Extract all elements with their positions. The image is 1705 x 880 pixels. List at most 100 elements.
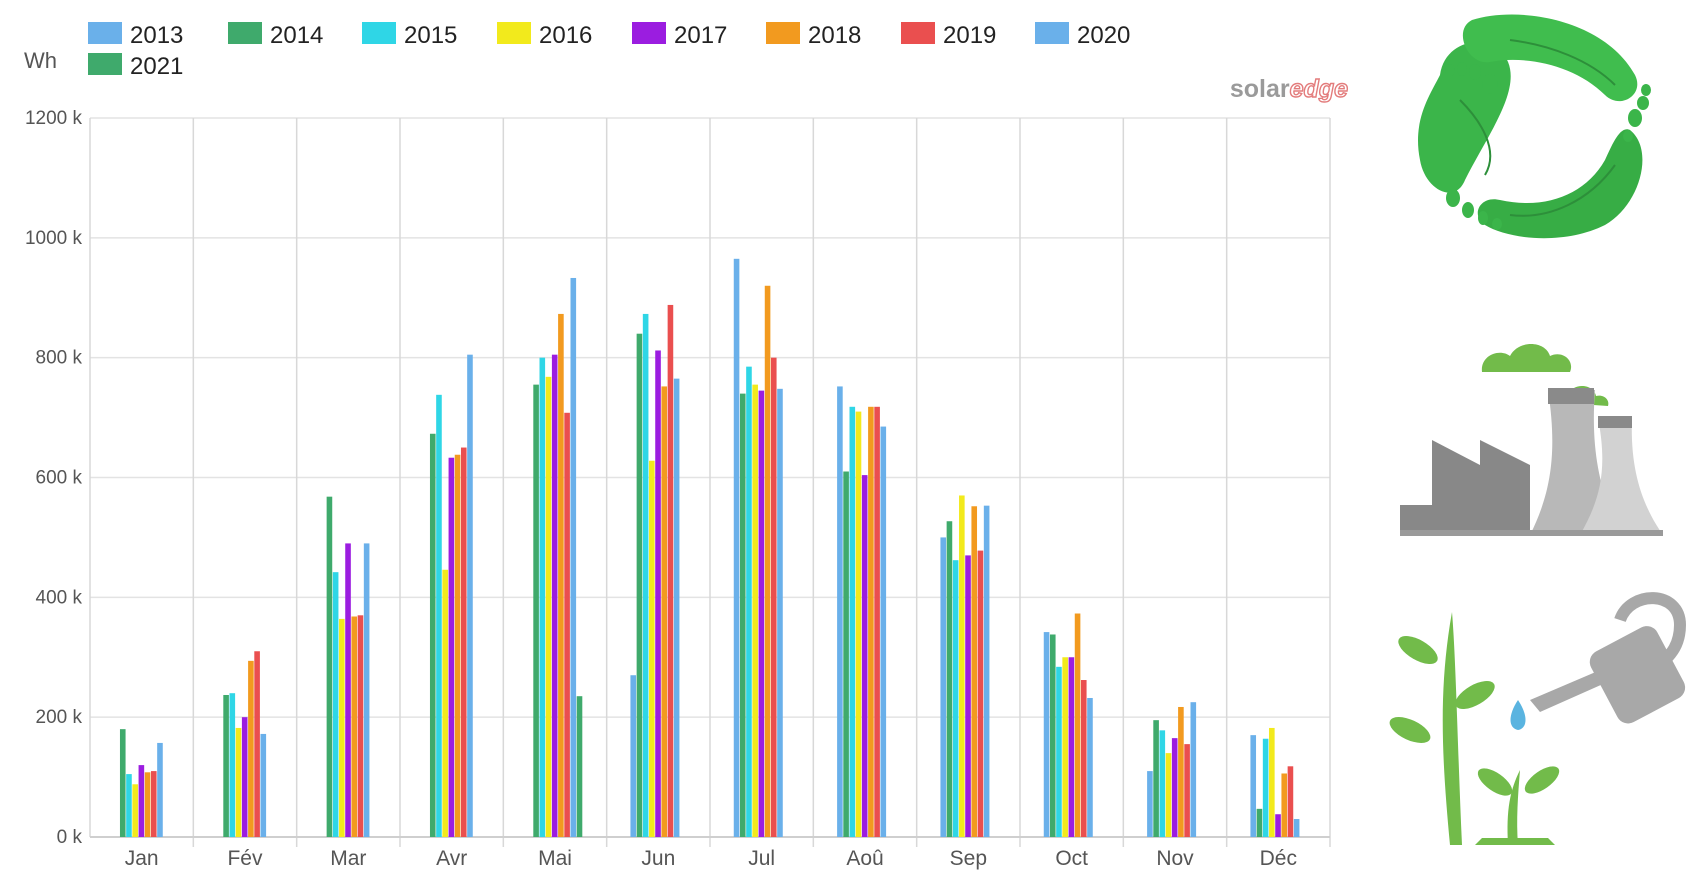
bar-2016-jul — [752, 384, 758, 837]
bar-2013-oct — [1043, 632, 1050, 837]
bar-2019-jul — [770, 357, 777, 837]
x-tick-label: Aoû — [846, 847, 883, 870]
bar-2015-jun — [642, 313, 649, 837]
logo-part-edge: edge — [1290, 75, 1348, 103]
legend-swatch-2013 — [88, 22, 122, 44]
bar-2018-oct — [1074, 613, 1081, 837]
x-tick-label: Sep — [950, 847, 987, 870]
bar-2020-oct — [1087, 697, 1093, 837]
x-tick-label: Jul — [748, 847, 775, 870]
bar-2016-sep — [959, 495, 965, 837]
legend-swatch-2018 — [766, 22, 800, 44]
bar-2014-jan — [119, 729, 126, 837]
legend-label-2015: 2015 — [404, 22, 457, 49]
bar-2020-sep — [983, 505, 990, 837]
factory-emissions-icon — [1400, 344, 1663, 536]
x-tick-label: Avr — [436, 847, 467, 870]
bar-2019-jun — [667, 304, 674, 837]
bar-2017-déc — [1275, 814, 1281, 837]
bar-2016-avr — [442, 569, 448, 837]
bar-2014-jul — [739, 393, 746, 837]
legend-label-2019: 2019 — [943, 22, 996, 49]
bar-2013-aoû — [837, 386, 843, 837]
grid-layer — [89, 117, 1331, 847]
bar-2019-oct — [1080, 680, 1087, 837]
bar-2014-oct — [1049, 634, 1056, 837]
x-tick-label: Nov — [1156, 847, 1194, 870]
plant-watering-can-icon — [1389, 592, 1687, 845]
bar-2013-jul — [733, 258, 740, 837]
y-tick-label: 600 k — [36, 468, 83, 489]
x-tick-label: Oct — [1055, 847, 1088, 870]
legend-swatch-2021 — [88, 53, 122, 75]
legend-swatch-2017 — [632, 22, 666, 44]
bar-2015-jul — [746, 366, 752, 837]
bar-2017-mar — [345, 543, 351, 837]
bar-2015-mai — [539, 357, 546, 837]
x-tick-label: Mai — [538, 847, 572, 870]
y-tick-label: 400 k — [36, 587, 83, 608]
legend-label-2017: 2017 — [674, 22, 727, 49]
bar-2017-oct — [1068, 657, 1075, 837]
bar-2018-jan — [144, 772, 151, 837]
bar-2020-jun — [673, 378, 680, 837]
bar-2019-avr — [460, 447, 467, 837]
bar-2019-fév — [254, 651, 260, 837]
y-tick-label: 800 k — [36, 348, 83, 369]
legend-swatch-2019 — [901, 22, 935, 44]
legend-label-2021: 2021 — [130, 53, 183, 80]
bar-2016-fév — [235, 727, 242, 837]
bar-2015-déc — [1262, 738, 1269, 837]
bar-2014-nov — [1153, 720, 1159, 837]
bar-2019-nov — [1184, 744, 1190, 837]
bar-2020-nov — [1190, 702, 1197, 837]
bar-2020-avr — [467, 354, 473, 837]
bar-2015-aoû — [849, 406, 856, 837]
bar-2014-mai — [533, 384, 539, 837]
bar-2018-aoû — [868, 406, 874, 837]
bar-2015-oct — [1056, 666, 1062, 837]
bar-2020-jan — [157, 742, 163, 837]
bar-2019-mar — [357, 615, 364, 837]
legend-label-2018: 2018 — [808, 22, 861, 49]
bar-2018-mai — [558, 313, 564, 837]
bar-2015-mar — [332, 572, 339, 837]
bar-2016-mai — [545, 376, 552, 837]
x-tick-label: Jan — [125, 847, 159, 870]
bar-2020-aoû — [880, 426, 887, 837]
legend-label-2020: 2020 — [1077, 22, 1130, 49]
axis-layer: 0 k 200 k 400 k 600 k 800 k 1000 k 1200 k Jan Fé… — [25, 108, 1297, 870]
bar-2014-sep — [946, 521, 953, 837]
solaredge-logo: solaredge — [1230, 75, 1348, 103]
y-tick-label: 0 k — [57, 827, 83, 848]
bar-2013-nov — [1147, 771, 1153, 837]
bars-layer — [119, 258, 1300, 837]
bar-2015-avr — [436, 394, 442, 837]
eco-footprint-recycle-icon — [1418, 14, 1651, 239]
legend-swatch-2016 — [497, 22, 531, 44]
y-tick-label: 1200 k — [25, 108, 83, 129]
bar-2017-nov — [1171, 738, 1178, 837]
bar-2018-sep — [971, 506, 978, 837]
bar-2017-sep — [965, 555, 971, 837]
bar-2021-mai — [576, 696, 583, 837]
bar-2019-aoû — [874, 406, 880, 837]
bar-2017-jul — [758, 390, 765, 837]
bar-2018-avr — [454, 454, 461, 837]
bar-2015-jan — [126, 774, 132, 837]
bar-2020-déc — [1293, 819, 1300, 837]
legend-label-2013: 2013 — [130, 22, 183, 49]
bar-2017-avr — [448, 457, 455, 837]
bar-2014-avr — [429, 433, 436, 837]
bar-2020-mai — [570, 277, 577, 837]
y-tick-label: 1000 k — [25, 228, 83, 249]
bar-2016-oct — [1062, 657, 1068, 837]
legend-swatch-2014 — [228, 22, 262, 44]
bar-2020-fév — [260, 733, 267, 837]
y-tick-label: 200 k — [36, 707, 83, 728]
bar-2013-déc — [1250, 735, 1257, 837]
bar-2016-jun — [649, 460, 655, 837]
bar-2016-mar — [339, 618, 345, 837]
x-tick-label: Mar — [330, 847, 366, 870]
illustrations-svg — [1389, 14, 1687, 845]
